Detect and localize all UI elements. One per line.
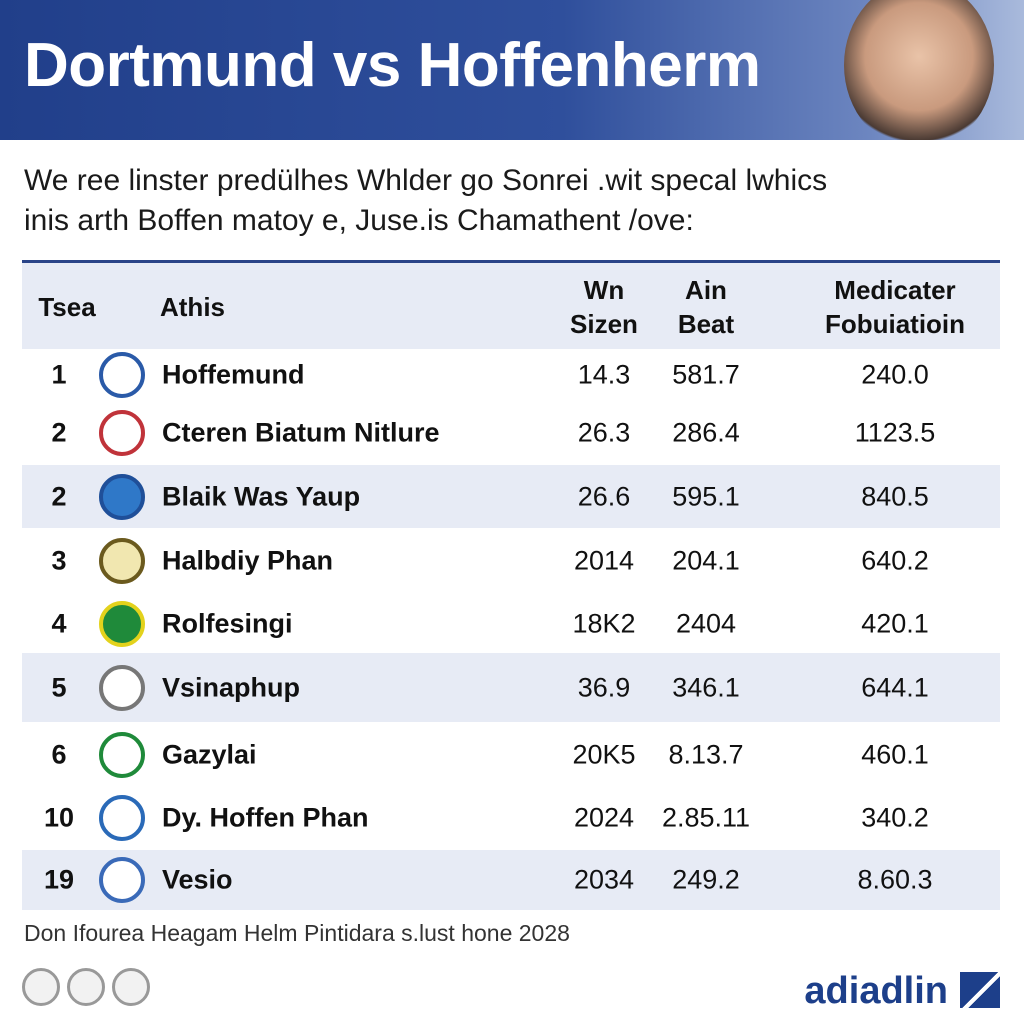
cell-value: 2024 bbox=[573, 802, 635, 833]
rank: 6 bbox=[51, 739, 67, 770]
rank: 10 bbox=[43, 802, 75, 833]
intro-line: We ree linster predülhes Whlder go Sonre… bbox=[24, 164, 828, 197]
cell-value: 2034 bbox=[573, 864, 635, 895]
cell-value: 644.1 bbox=[861, 672, 929, 703]
team-logo bbox=[99, 732, 145, 778]
row-band bbox=[22, 465, 1000, 528]
cell-value: 14.3 bbox=[577, 359, 631, 390]
cell-value: 26.3 bbox=[577, 417, 631, 448]
column-header: Wn bbox=[583, 275, 625, 305]
cell-value: 240.0 bbox=[861, 359, 929, 390]
team-name: Cteren Biatum Nitlure bbox=[162, 417, 440, 448]
cell-value: 340.2 bbox=[861, 802, 929, 833]
brand: adiadlin bbox=[804, 970, 948, 1012]
cell-value: 2014 bbox=[573, 545, 635, 576]
row-band bbox=[22, 653, 1000, 722]
cell-value: 286.4 bbox=[672, 417, 740, 448]
social-icon[interactable] bbox=[67, 968, 105, 1006]
team-name: Dy. Hoffen Phan bbox=[162, 802, 369, 833]
team-logo bbox=[99, 474, 145, 520]
column-header: Ain bbox=[685, 275, 727, 305]
team-name: Hoffemund bbox=[162, 359, 305, 390]
intro-line: inis arth Boffen matoy e, Juse.is Chamat… bbox=[24, 204, 694, 237]
rank: 5 bbox=[51, 672, 67, 703]
column-header: Athis bbox=[160, 292, 225, 322]
team-name: Blaik Was Yaup bbox=[162, 481, 361, 512]
cell-value: 36.9 bbox=[577, 672, 631, 703]
rank: 1 bbox=[51, 359, 67, 390]
cell-value: 249.2 bbox=[672, 864, 740, 895]
column-header: Beat bbox=[677, 309, 735, 339]
column-header: Medicater bbox=[834, 275, 956, 305]
column-header: Tsea bbox=[38, 292, 96, 322]
cell-value: 840.5 bbox=[861, 481, 929, 512]
cell-value: 420.1 bbox=[861, 608, 929, 639]
cell-value: 26.6 bbox=[577, 481, 631, 512]
cell-value: 18K2 bbox=[572, 608, 636, 639]
team-name: Vsinaphup bbox=[162, 672, 301, 703]
rank: 2 bbox=[51, 481, 67, 512]
cell-value: 460.1 bbox=[861, 739, 929, 770]
team-logo bbox=[99, 601, 145, 647]
team-logo bbox=[99, 352, 145, 398]
header-banner: Dortmund vs Hoffenherm bbox=[0, 0, 1024, 140]
cell-value: 20K5 bbox=[572, 739, 636, 770]
team-name: Rolfesingi bbox=[162, 608, 293, 639]
column-header: Fobuiatioin bbox=[824, 309, 966, 339]
rank: 4 bbox=[51, 608, 67, 639]
player-photo bbox=[844, 0, 994, 140]
rank: 19 bbox=[43, 864, 75, 895]
cell-value: 8.60.3 bbox=[857, 864, 933, 895]
rank: 3 bbox=[51, 545, 67, 576]
title: Dortmund vs Hoffenherm bbox=[24, 31, 761, 100]
team-name: Halbdiy Phan bbox=[162, 545, 334, 576]
social-icon[interactable] bbox=[22, 968, 60, 1006]
row-band bbox=[22, 850, 1000, 910]
table-header bbox=[22, 263, 1000, 349]
cell-value: 2404 bbox=[675, 608, 737, 639]
brand-logo bbox=[960, 972, 1000, 1008]
cell-value: 595.1 bbox=[672, 481, 740, 512]
team-logo bbox=[99, 665, 145, 711]
cell-value: 581.7 bbox=[672, 359, 740, 390]
rank: 2 bbox=[51, 417, 67, 448]
social-icon[interactable] bbox=[112, 968, 150, 1006]
cell-value: 2.85.11 bbox=[661, 802, 751, 833]
team-name: Gazylai bbox=[162, 739, 257, 770]
footer: Don Ifourea Heagam Helm Pintidara s.lust… bbox=[24, 920, 570, 946]
cell-value: 8.13.7 bbox=[668, 739, 744, 770]
team-logo bbox=[99, 410, 145, 456]
cell-value: 204.1 bbox=[672, 545, 740, 576]
team-name: Vesio bbox=[162, 864, 233, 895]
cell-value: 346.1 bbox=[672, 672, 740, 703]
team-logo bbox=[99, 795, 145, 841]
column-header: Sizen bbox=[570, 309, 638, 339]
team-logo bbox=[99, 857, 145, 903]
cell-value: 640.2 bbox=[861, 545, 929, 576]
table-rule bbox=[22, 260, 1000, 263]
cell-value: 1123.5 bbox=[854, 417, 936, 448]
team-logo bbox=[99, 538, 145, 584]
